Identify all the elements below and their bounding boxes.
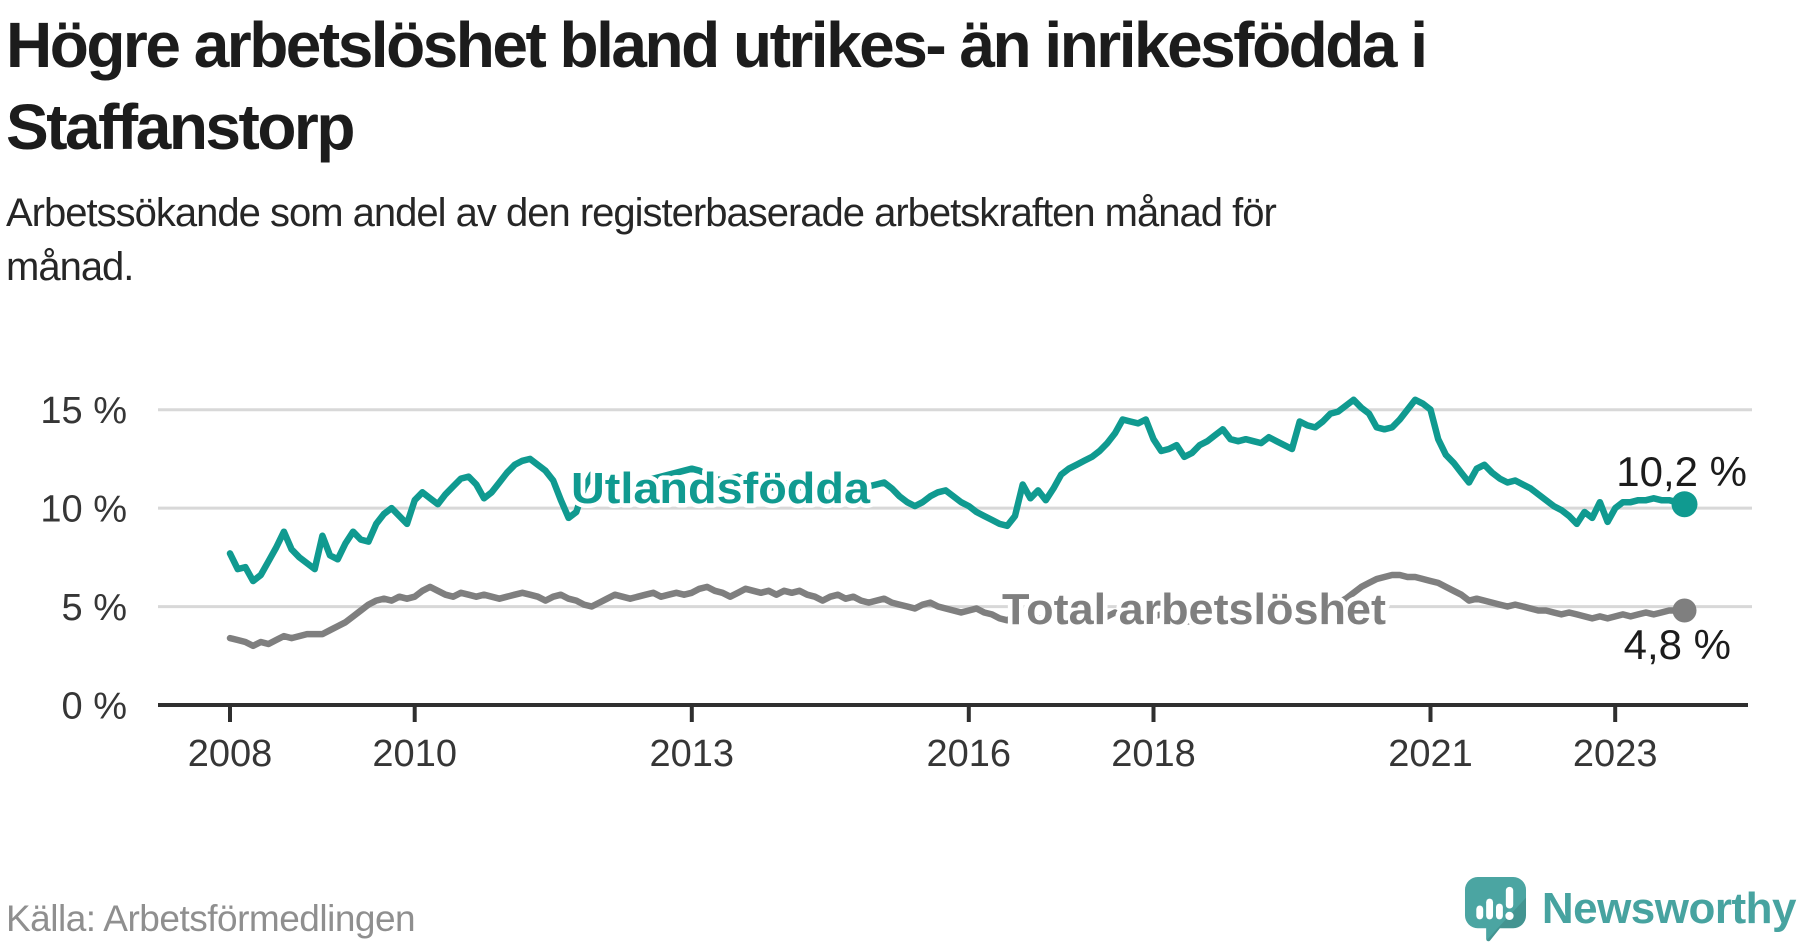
- exclamation-dot: [1505, 911, 1514, 921]
- series-end-dot-total-arbetsloshet: [1672, 598, 1697, 623]
- newsworthy-brand: Newsworthy: [1464, 876, 1797, 942]
- bar-chart-bar-3: [1495, 903, 1503, 920]
- y-tick-label-10: 10 %: [40, 488, 127, 530]
- x-tick-label-2008: 2008: [188, 733, 273, 775]
- chart-subtitle-line-1: Arbetssökande som andel av den registerb…: [6, 191, 1277, 235]
- brand-name: Newsworthy: [1541, 884, 1797, 933]
- x-tick-label-2010: 2010: [372, 733, 457, 775]
- series-line-utlandsfodda: [226, 396, 1688, 585]
- end-value-label-total-arbetsloshet: 4,8 %: [1624, 621, 1731, 668]
- chart-subtitle: Arbetssökande som andel av den registerb…: [6, 186, 1277, 294]
- exclamation-stem: [1505, 886, 1514, 909]
- x-tick-label-2013: 2013: [650, 733, 735, 775]
- y-tick-label-5: 5 %: [62, 587, 127, 629]
- page-title-line-2: Staffanstorp: [6, 91, 355, 163]
- series-label-utlandsfodda: Utlandsfödda: [571, 464, 871, 513]
- x-tick-label-2021: 2021: [1388, 733, 1473, 775]
- y-tick-label-15: 15 %: [40, 390, 127, 432]
- bar-chart-bar-1: [1476, 905, 1484, 920]
- x-tick-label-2018: 2018: [1111, 733, 1196, 775]
- page-title: Högre arbetslöshet bland utrikes- än inr…: [6, 4, 1428, 168]
- bar-chart-bar-2: [1485, 898, 1493, 920]
- y-tick-label-0: 0 %: [62, 685, 127, 727]
- series-end-dot-utlandsfodda: [1671, 491, 1698, 518]
- x-tick-label-2016: 2016: [927, 733, 1012, 775]
- x-tick-label-2023: 2023: [1573, 733, 1658, 775]
- chart-subtitle-line-2: månad.: [6, 245, 134, 289]
- series-label-total-arbetsloshet: Total arbetslöshet: [1002, 585, 1386, 634]
- newsworthy-logo-icon: [1464, 877, 1526, 942]
- end-value-label-utlandsfodda: 10,2 %: [1616, 448, 1747, 495]
- series-line-total-arbetsloshet: [226, 571, 1688, 650]
- source-note: Källa: Arbetsförmedlingen: [6, 898, 416, 939]
- page-title-line-1: Högre arbetslöshet bland utrikes- än inr…: [6, 9, 1428, 81]
- speech-bubble-shade: [1486, 897, 1526, 942]
